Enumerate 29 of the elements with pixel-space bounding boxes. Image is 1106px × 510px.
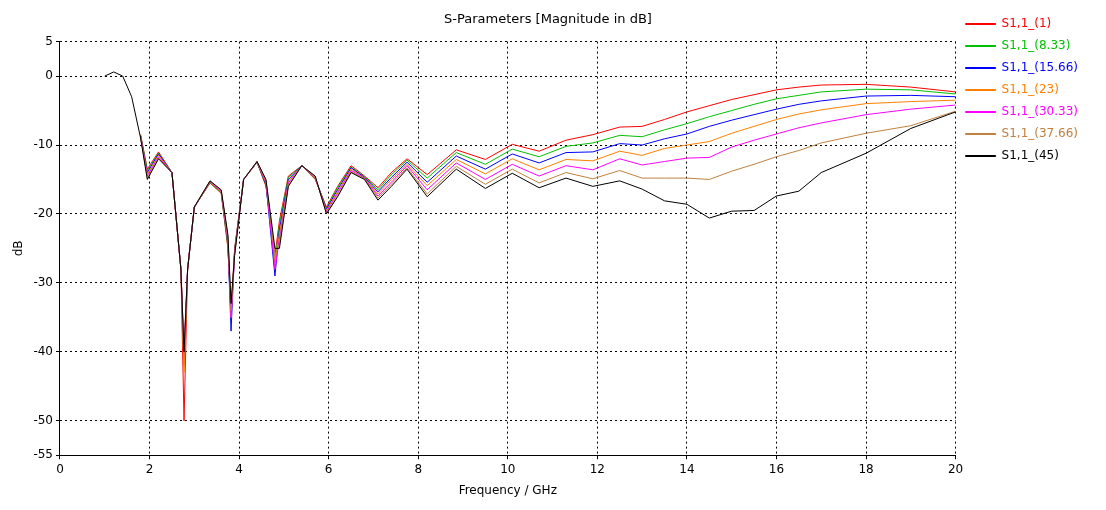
x-tick-label: 16 (768, 461, 785, 476)
y-tick-label: -55 (33, 447, 53, 462)
y-tick-label: -20 (33, 206, 53, 221)
y-tick-label: -50 (33, 412, 53, 427)
y-tick-label: -40 (33, 343, 53, 358)
legend-label: S1,1_(23) (1001, 82, 1059, 97)
x-tick-label: 2 (145, 461, 154, 476)
x-tick-label: 6 (324, 461, 333, 476)
legend-label: S1,1_(8.33) (1001, 38, 1071, 53)
x-axis-title: Frequency / GHz (458, 482, 557, 497)
legend-label: S1,1_(37.66) (1001, 126, 1078, 141)
x-tick-label: 10 (500, 461, 516, 476)
legend-label: S1,1_(15.66) (1001, 60, 1078, 75)
x-tick-label: 20 (947, 461, 964, 476)
x-tick-label: 14 (679, 461, 695, 476)
x-tick-label: 8 (414, 461, 423, 476)
y-axis-title: dB (11, 240, 26, 257)
y-tick-label: -10 (33, 137, 53, 152)
x-tick-label: 18 (858, 461, 874, 476)
y-tick-label: 0 (45, 68, 53, 83)
x-tick-label: 4 (235, 461, 243, 476)
y-tick-label: 5 (45, 33, 53, 48)
chart-title: S-Parameters [Magnitude in dB] (444, 11, 652, 27)
legend-label: S1,1_(45) (1001, 148, 1059, 163)
legend-label: S1,1_(30.33) (1001, 104, 1078, 119)
y-tick-label: -30 (33, 274, 53, 289)
x-tick-label: 12 (589, 461, 605, 476)
x-tick-label: 0 (56, 461, 64, 476)
legend-label: S1,1_(1) (1001, 16, 1052, 31)
